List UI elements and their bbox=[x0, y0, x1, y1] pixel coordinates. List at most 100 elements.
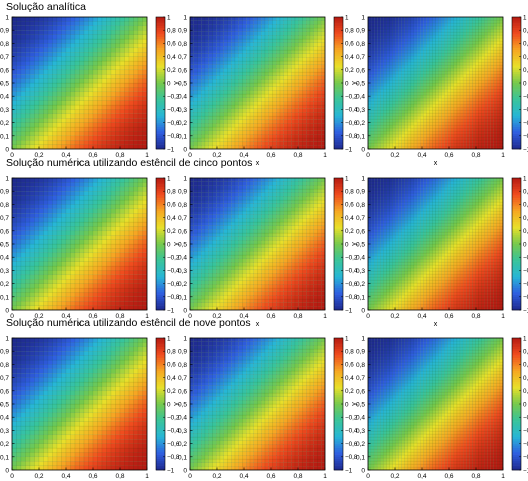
colorbar-segment bbox=[512, 23, 521, 27]
heatmap-cell bbox=[435, 118, 439, 123]
heatmap-cell bbox=[38, 47, 44, 53]
heatmap-cell bbox=[496, 16, 501, 21]
colorbar-segment bbox=[334, 142, 343, 145]
heatmap-cell bbox=[25, 248, 31, 254]
heatmap-cell bbox=[416, 61, 421, 66]
heatmap-cell bbox=[404, 121, 409, 126]
heatmap-cell bbox=[110, 43, 116, 49]
heatmap-cell bbox=[47, 208, 53, 214]
heatmap-cell bbox=[298, 46, 303, 51]
heatmap-cell bbox=[429, 142, 433, 147]
heatmap-cell bbox=[294, 112, 299, 117]
heatmap-cell bbox=[413, 118, 418, 123]
heatmap-cell bbox=[101, 74, 107, 79]
heatmap-cell bbox=[97, 118, 103, 123]
heatmap-cell bbox=[373, 31, 378, 36]
heatmap-cell bbox=[70, 74, 76, 79]
heatmap-cell bbox=[137, 91, 143, 97]
heatmap-cell bbox=[496, 79, 501, 84]
heatmap-cell bbox=[128, 96, 134, 101]
heatmap-cell bbox=[475, 40, 479, 45]
heatmap-cell bbox=[466, 67, 470, 72]
heatmap-cell bbox=[279, 101, 284, 106]
heatmap-cell bbox=[392, 76, 396, 81]
heatmap-cell bbox=[398, 97, 402, 102]
heatmap-cell bbox=[380, 25, 384, 30]
heatmap-cell bbox=[74, 69, 80, 75]
heatmap-cell bbox=[56, 91, 62, 97]
heatmap-cell bbox=[426, 43, 430, 48]
heatmap-cell bbox=[61, 16, 67, 22]
heatmap-cell bbox=[426, 49, 430, 54]
colorbar-tick-label: −1 bbox=[523, 146, 528, 153]
heatmap-cell bbox=[246, 75, 251, 80]
colorbar-tick-label: −1 bbox=[167, 146, 175, 153]
heatmap-cell bbox=[309, 104, 314, 109]
heatmap-cell bbox=[97, 25, 103, 31]
heatmap-cell bbox=[386, 55, 390, 60]
heatmap-cell bbox=[231, 75, 236, 80]
heatmap-cell bbox=[257, 123, 262, 128]
heatmap-cell bbox=[52, 69, 58, 75]
heatmap-cell bbox=[493, 16, 498, 21]
heatmap-cell bbox=[279, 49, 284, 54]
heatmap-cell bbox=[389, 37, 393, 42]
heatmap-cell bbox=[238, 75, 243, 80]
heatmap-cell bbox=[309, 137, 314, 142]
heatmap-cell bbox=[386, 139, 390, 144]
heatmap-cell bbox=[377, 106, 381, 111]
heatmap-cell bbox=[392, 103, 396, 108]
heatmap-cell bbox=[52, 239, 58, 245]
heatmap-cell bbox=[401, 28, 406, 33]
heatmap-cell bbox=[426, 127, 430, 132]
heatmap-cell bbox=[201, 130, 206, 135]
heatmap-cell bbox=[373, 40, 378, 45]
heatmap-cell bbox=[367, 97, 372, 102]
heatmap-cell bbox=[110, 69, 116, 75]
heatmap-cell bbox=[466, 19, 470, 24]
colorbar-segment bbox=[512, 124, 521, 128]
heatmap-cell bbox=[124, 38, 130, 44]
heatmap-cell bbox=[142, 118, 148, 123]
heatmap-cell bbox=[268, 75, 273, 80]
heatmap-cell bbox=[456, 97, 461, 102]
heatmap-cell bbox=[469, 37, 473, 42]
heatmap-cell bbox=[115, 65, 121, 71]
heatmap-cell bbox=[432, 19, 436, 24]
heatmap-cell bbox=[423, 19, 427, 24]
heatmap-cell bbox=[309, 115, 314, 120]
colorbar-segment bbox=[512, 89, 521, 93]
heatmap-cell bbox=[466, 37, 470, 42]
heatmap-cell bbox=[472, 127, 476, 132]
heatmap-cell bbox=[74, 140, 80, 145]
heatmap-cell bbox=[472, 22, 476, 27]
heatmap-cell bbox=[20, 199, 26, 205]
heatmap-cell bbox=[216, 108, 221, 113]
heatmap-cell bbox=[79, 96, 85, 101]
heatmap-cell bbox=[493, 37, 498, 42]
heatmap-cell bbox=[56, 16, 62, 22]
heatmap-cell bbox=[52, 52, 58, 57]
heatmap-cell bbox=[193, 71, 198, 76]
heatmap-cell bbox=[83, 56, 89, 62]
heatmap-cell bbox=[416, 58, 421, 63]
heatmap-cell bbox=[432, 130, 436, 135]
heatmap-cell bbox=[317, 68, 322, 73]
heatmap-cell bbox=[279, 90, 284, 95]
heatmap-cell bbox=[389, 82, 393, 87]
heatmap-cell bbox=[52, 177, 58, 183]
heatmap-cell bbox=[110, 21, 116, 27]
heatmap-cell bbox=[377, 79, 381, 84]
heatmap-cell bbox=[238, 130, 243, 135]
heatmap-cell bbox=[279, 126, 284, 131]
heatmap-cell bbox=[52, 38, 58, 44]
heatmap-cell bbox=[496, 100, 501, 105]
heatmap-cell bbox=[16, 283, 22, 289]
heatmap-cell bbox=[47, 239, 53, 245]
heatmap-cell bbox=[287, 101, 292, 106]
heatmap-cell bbox=[11, 257, 17, 262]
x-tick-label: 0 bbox=[366, 152, 370, 159]
heatmap-cell bbox=[472, 124, 476, 129]
heatmap-cell bbox=[124, 69, 130, 75]
heatmap-cell bbox=[189, 60, 194, 65]
